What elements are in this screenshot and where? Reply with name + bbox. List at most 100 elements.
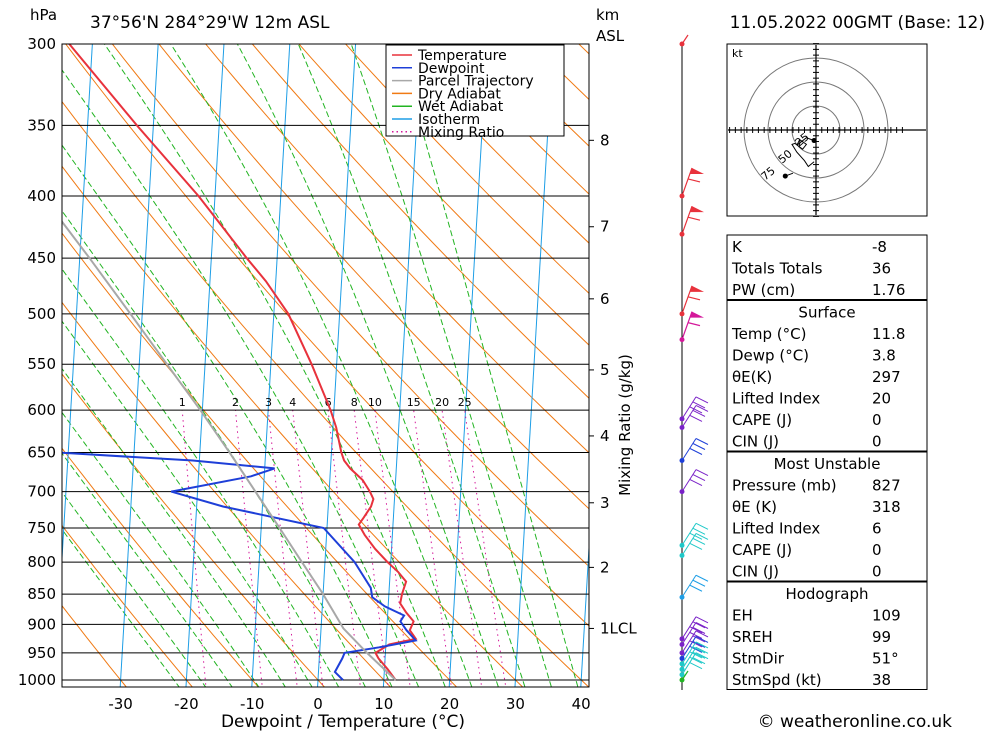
isotherm-line [448, 44, 488, 687]
wind-barb [679, 574, 709, 600]
wind-barb-feather [692, 657, 706, 665]
wind-barb-shaft [681, 622, 697, 645]
km-tick-label: 4 [600, 427, 610, 445]
wind-barb-feather [692, 410, 706, 417]
surface-index-value: 297 [872, 368, 901, 386]
plot-frame [61, 43, 590, 688]
dry-adiabat-line [344, 44, 589, 295]
wind-barb [679, 522, 709, 548]
temperature-tick-label: -30 [108, 695, 133, 713]
isotherm-line [0, 26, 28, 696]
dry-adiabat-line [205, 44, 589, 454]
wind-barb-feather [695, 522, 709, 530]
basic-index-label: Totals Totals [731, 260, 823, 278]
wind-barb-feather [692, 651, 706, 659]
wind-barb-pennant [690, 206, 704, 213]
wind-barb-feather [695, 635, 709, 643]
wind-barb-shaft [681, 641, 697, 665]
wet-adiabat-line [62, 528, 180, 687]
pressure-tick-label: 450 [27, 249, 56, 267]
hodograph-index-label: SREH [732, 628, 773, 646]
wet-adiabat-line [62, 69, 420, 687]
km-tick-label: 7 [600, 218, 610, 236]
mixing-ratio-label: 25 [458, 396, 472, 409]
pressure-tick-label: 750 [27, 519, 56, 537]
wind-barb-pennant [690, 311, 704, 318]
most-unstable-index-value: 0 [872, 563, 882, 581]
wind-barb-feather [692, 646, 706, 654]
surface-index-label: CIN (J) [732, 433, 779, 451]
isotherm-line [580, 539, 589, 687]
hodograph-index-title: Hodograph [785, 585, 868, 603]
wind-barb-feather [695, 646, 709, 654]
wet-adiabats [62, 44, 579, 687]
pressure-tick-label: 1000 [18, 671, 56, 689]
parcel-trajectory-profile [62, 220, 397, 681]
surface-index-title: Surface [798, 304, 855, 322]
wind-barb-feather [695, 630, 709, 638]
wind-barb-feather [689, 543, 703, 550]
surface-index-label: Temp (°C) [731, 325, 806, 343]
pressure-tick-label: 350 [27, 116, 56, 134]
wind-barb-feather [692, 635, 706, 643]
pressure-tick-label: 850 [27, 585, 56, 603]
legend-entry-label: Temperature [417, 48, 507, 64]
hodograph-index-label: StmSpd (kt) [732, 671, 822, 689]
wind-barb-feather [692, 443, 706, 450]
most-unstable-index-label: Lifted Index [732, 520, 820, 538]
wind-barb-feather [695, 405, 709, 412]
wind-barb-feather [689, 406, 703, 414]
wind-barb-shaft [681, 167, 693, 197]
most-unstable-index-value: 318 [872, 498, 901, 516]
pressure-tick-label: 400 [27, 187, 56, 205]
km-tick-label: 8 [600, 131, 610, 149]
legend-entry-label: Isotherm [418, 112, 480, 128]
wind-barb [679, 34, 689, 47]
wind-barb-shaft [681, 574, 697, 598]
wind-barb-feather [689, 632, 703, 639]
dry-adiabat-line [62, 604, 127, 687]
pressure-tick-label: 300 [27, 35, 56, 53]
wind-barb-shaft [681, 647, 697, 670]
wind-barb-feather [687, 216, 701, 221]
wind-barb-feather [687, 296, 701, 301]
indices-table: K -8 Totals Totals 36 PW (cm) 1.76 Surface Temp… [726, 234, 928, 690]
km-tick-label: 3 [600, 494, 610, 512]
isotherm-line [317, 44, 357, 687]
hodograph-index-label: EH [732, 607, 753, 625]
temperature-tick-labels: -30 -20 -10 0 10 20 30 40 [108, 695, 590, 713]
wind-barb [679, 285, 704, 317]
wind-barb [679, 438, 709, 464]
surface-index-value: 20 [872, 390, 891, 408]
location-label: 37°56'N 284°29'W 12m ASL [90, 13, 330, 33]
wind-barb-feather [695, 396, 709, 404]
wind-barb-feather [689, 479, 703, 487]
hodograph-index-value: 38 [872, 671, 891, 689]
wind-barb-feather [689, 662, 703, 670]
wet-adiabat-line [103, 44, 446, 687]
pressure-tick-label: 950 [27, 644, 56, 662]
mixing-ratio-label: 1 [179, 396, 186, 409]
most-unstable-index-value: 827 [872, 477, 901, 495]
temperature-tick-label: 20 [440, 695, 459, 713]
mixing-ratio-label: 2 [232, 396, 239, 409]
dry-adiabat-line [298, 44, 589, 346]
wind-barb-feather [695, 641, 709, 649]
wind-barb [679, 635, 709, 661]
wind-barb-shaft [681, 636, 697, 659]
wind-barb-feather [695, 533, 709, 540]
surface-index-label: Lifted Index [732, 390, 820, 408]
most-unstable-index-label: Pressure (mb) [732, 477, 837, 495]
wind-barb-feather [687, 178, 701, 183]
wet-adiabat-line [350, 44, 552, 687]
wind-barb-feather [695, 574, 709, 582]
wind-barb-feather [695, 438, 709, 445]
wind-barb-feather [692, 401, 706, 409]
height-ref-label: ASL [596, 27, 625, 45]
most-unstable-index-label: CAPE (J) [732, 541, 792, 559]
wind-barb-pennant [690, 285, 704, 292]
surface-index-value: 11.8 [872, 325, 905, 343]
isotherm-line [514, 44, 554, 687]
wind-barb-feather [689, 584, 703, 592]
isotherm-line [62, 44, 93, 567]
